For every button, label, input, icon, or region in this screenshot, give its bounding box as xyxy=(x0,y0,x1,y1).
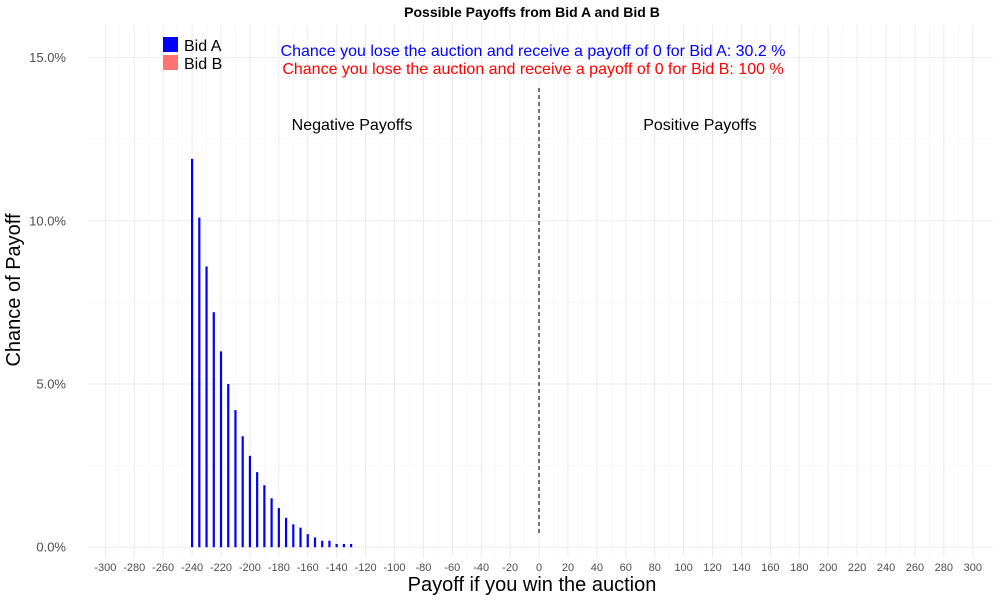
bar-bid-a xyxy=(234,410,237,548)
positive-payoffs-label: Positive Payoffs xyxy=(643,117,757,134)
annotation-bid-a-lose: Chance you lose the auction and receive … xyxy=(281,43,786,60)
bar-bid-a xyxy=(198,217,201,548)
x-tick-label: 0 xyxy=(536,562,542,574)
chart-title: Possible Payoffs from Bid A and Bid B xyxy=(404,4,660,20)
y-tick-label: 10.0% xyxy=(29,213,66,228)
x-tick-label: 120 xyxy=(703,562,721,574)
y-axis-title: Chance of Payoff xyxy=(3,213,25,367)
x-tick-label: 200 xyxy=(819,562,837,574)
bar-bid-a xyxy=(219,351,223,548)
legend-swatch-bid-b xyxy=(163,55,178,70)
bar-bid-a xyxy=(292,524,295,548)
bar-bid-a xyxy=(342,543,345,548)
x-tick-label: 180 xyxy=(790,562,808,574)
x-tick-label: -80 xyxy=(415,562,431,574)
x-tick-label: -180 xyxy=(268,562,290,574)
annotation-bid-b-lose: Chance you lose the auction and receive … xyxy=(282,61,783,78)
x-tick-label: -280 xyxy=(123,562,145,574)
x-tick-label: -260 xyxy=(152,562,174,574)
x-tick-label: 160 xyxy=(761,562,779,574)
x-tick-label: 280 xyxy=(935,562,953,574)
bar-bid-a xyxy=(299,527,302,548)
x-tick-label: 80 xyxy=(649,562,661,574)
bar-bid-a xyxy=(212,312,215,548)
y-tick-label: 0.0% xyxy=(36,540,66,555)
x-axis-title: Payoff if you win the auction xyxy=(408,574,657,596)
negative-payoffs-label: Negative Payoffs xyxy=(292,117,413,134)
legend-label-bid-b: Bid B xyxy=(184,56,222,73)
x-tick-label: -100 xyxy=(383,562,405,574)
x-tick-label: -160 xyxy=(297,562,319,574)
bar-bid-a xyxy=(205,266,208,548)
x-tick-label: 60 xyxy=(620,562,632,574)
bar-bid-a xyxy=(313,537,317,548)
y-tick-label: 5.0% xyxy=(36,377,66,392)
bar-bid-a xyxy=(241,436,244,548)
bar-bid-a xyxy=(321,540,324,548)
bar-bid-a xyxy=(256,472,259,548)
x-tick-label: -200 xyxy=(239,562,261,574)
legend: Bid A Bid B xyxy=(163,37,222,73)
bar-bid-a xyxy=(277,508,280,548)
bars-layer xyxy=(190,158,353,548)
x-tick-label: 220 xyxy=(848,562,866,574)
bar-bid-a xyxy=(263,485,266,548)
bar-bid-a xyxy=(284,517,288,548)
bar-bid-a xyxy=(328,540,331,548)
x-tick-label: 260 xyxy=(906,562,924,574)
bar-bid-a xyxy=(190,158,194,548)
x-tick-label: 100 xyxy=(674,562,692,574)
y-tick-label: 15.0% xyxy=(29,50,66,65)
legend-label-bid-a: Bid A xyxy=(184,38,222,55)
bar-bid-a xyxy=(306,534,309,548)
x-tick-label: -20 xyxy=(502,562,518,574)
x-tick-label: -220 xyxy=(210,562,232,574)
bar-bid-a xyxy=(350,543,353,548)
bar-bid-a xyxy=(248,455,252,548)
bar-bid-a xyxy=(227,384,230,548)
grid-layer xyxy=(88,25,993,557)
bar-bid-a xyxy=(270,498,273,548)
tick-layer: -300 -280 -260 -240 -220 -200 -180 -160 -140 -120… xyxy=(29,50,982,574)
x-tick-label: -120 xyxy=(355,562,377,574)
bar-bid-a xyxy=(335,543,338,548)
x-tick-label: -40 xyxy=(473,562,489,574)
x-tick-label: -60 xyxy=(444,562,460,574)
x-tick-label: -240 xyxy=(181,562,203,574)
x-tick-label: -140 xyxy=(326,562,348,574)
legend-swatch-bid-a xyxy=(163,37,178,52)
x-tick-label: 140 xyxy=(732,562,750,574)
x-tick-label: 300 xyxy=(964,562,982,574)
x-tick-label: 240 xyxy=(877,562,895,574)
x-tick-label: 40 xyxy=(591,562,603,574)
x-tick-label: 20 xyxy=(562,562,574,574)
x-tick-label: -300 xyxy=(94,562,116,574)
